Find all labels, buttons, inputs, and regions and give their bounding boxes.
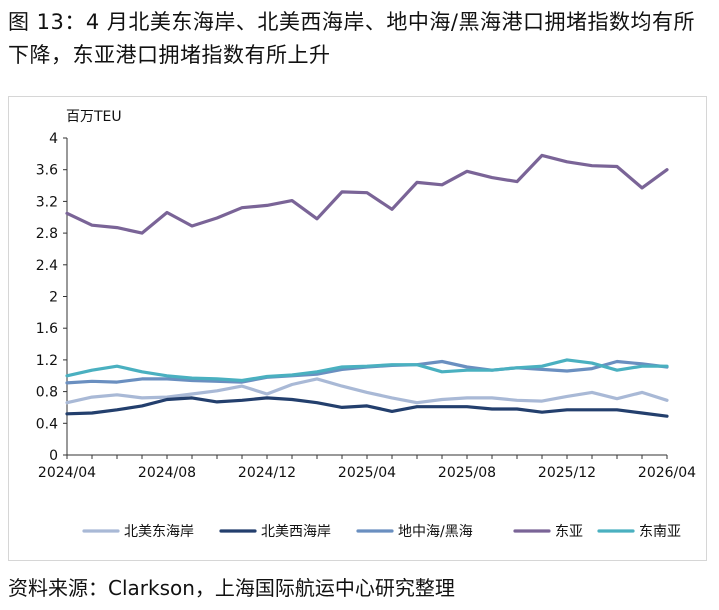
x-tick-label: 2024/04 (38, 465, 96, 481)
legend-label-0: 北美东海岸 (124, 524, 194, 540)
x-tick-label: 2025/08 (438, 465, 496, 481)
legend-label-2: 地中海/黑海 (398, 524, 473, 540)
y-tick-label: 4 (49, 131, 58, 147)
legend-label-3: 东亚 (555, 524, 583, 540)
x-tick-label: 2025/12 (538, 465, 596, 481)
x-tick-label: 2026/04 (638, 465, 696, 481)
plot-area: 0 0.4 0.8 1.2 1.6 2 2.4 2.8 3.2 3.6 4 2024/04 2024/0… (36, 131, 696, 481)
x-tick-label: 2024/12 (238, 465, 296, 481)
y-tick-label: 0.4 (36, 416, 58, 432)
y-tick-label: 3.6 (36, 163, 58, 179)
y-tick-label: 1.2 (36, 353, 58, 369)
source-note: 资料来源：Clarkson，上海国际航运中心研究整理 (8, 576, 455, 600)
line-chart: 百万TEU 0 0.4 0.8 1.2 1.6 2 2.4 2.8 3.2 3.6 4 2024/04… (36, 109, 696, 540)
series-line-1 (65, 396, 669, 418)
chart-frame: 百万TEU 0 0.4 0.8 1.2 1.6 2 2.4 2.8 3.2 3.6 4 2024/04… (8, 96, 707, 561)
series-line-0 (65, 377, 669, 405)
y-axis-label: 百万TEU (66, 109, 122, 125)
figure-title: 图 13：4 月北美东海岸、北美西海岸、地中海/黑海港口拥堵指数均有所下降，东亚… (8, 10, 696, 67)
series-line-3 (65, 153, 669, 235)
x-tick-label: 2024/08 (138, 465, 196, 481)
y-tick-label: 3.2 (36, 194, 58, 210)
y-tick-label: 2.4 (36, 258, 58, 274)
y-tick-label: 0.8 (36, 385, 58, 401)
legend: 北美东海岸 北美西海岸 地中海/黑海 东亚 东南亚 (82, 524, 681, 540)
y-tick-label: 1.6 (36, 321, 58, 337)
y-tick-label: 2.8 (36, 226, 58, 242)
x-tick-label: 2025/04 (338, 465, 396, 481)
series-line-4 (65, 358, 669, 383)
legend-label-4: 东南亚 (639, 524, 681, 540)
legend-label-1: 北美西海岸 (261, 524, 331, 540)
y-tick-label: 0 (49, 448, 58, 464)
y-tick-label: 2 (49, 290, 58, 306)
